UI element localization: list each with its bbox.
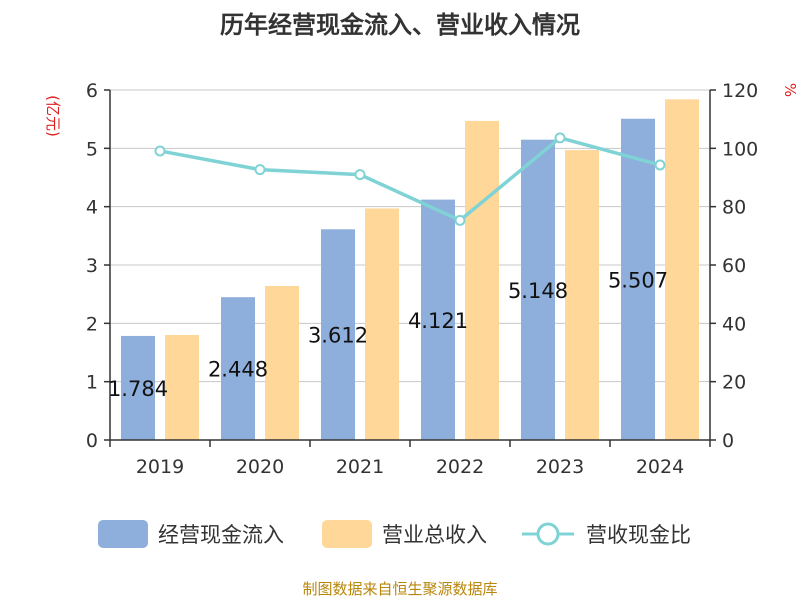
legend-label: 经营现金流入 (158, 523, 284, 547)
right-axis-tick-label: 20 (722, 372, 746, 394)
left-axis-tick-label: 0 (86, 430, 98, 452)
x-axis-tick-label: 2021 (336, 456, 384, 478)
x-axis-tick-label: 2019 (136, 456, 184, 478)
left-axis-unit: (亿元) (44, 95, 62, 137)
legend-swatch (98, 520, 148, 548)
right-axis-tick-label: 80 (722, 197, 746, 219)
gridlines (110, 89, 710, 383)
left-axis-tick-label: 2 (86, 313, 98, 335)
x-axis-tick-label: 2023 (536, 456, 584, 478)
x-axis-tick-label: 2020 (236, 456, 284, 478)
line-series (154, 132, 666, 226)
right-axis-tick-label: 100 (722, 138, 758, 160)
line-point (254, 164, 266, 176)
left-axis-tick-label: 5 (86, 138, 98, 160)
series-line (159, 135, 661, 223)
bar (321, 229, 355, 440)
right-axis-unit: % (781, 83, 799, 97)
legend-label: 营业总收入 (382, 523, 487, 547)
bar (665, 99, 699, 440)
right-axis-tick-label: 120 (722, 80, 758, 102)
bar (265, 286, 299, 440)
legend-label: 营收现金比 (586, 523, 691, 547)
legend-swatch (322, 520, 372, 548)
bar-value-label: 4.121 (408, 309, 468, 333)
bar (221, 297, 255, 440)
line-point (154, 145, 166, 157)
left-axis-tick-label: 3 (86, 255, 98, 277)
bar-value-label: 3.612 (308, 324, 368, 348)
legend-line-marker (536, 522, 560, 546)
x-axis-tick-label: 2024 (636, 456, 684, 478)
bar-series (121, 99, 699, 441)
bar (465, 120, 499, 441)
bar (165, 335, 199, 440)
line-point (554, 132, 566, 144)
left-axis-tick-label: 4 (86, 197, 98, 219)
bar (365, 208, 399, 440)
source-note: 制图数据来自恒生聚源数据库 (302, 580, 497, 598)
bar-value-label: 2.448 (208, 358, 268, 382)
chart-title: 历年经营现金流入、营业收入情况 (220, 11, 580, 39)
bar (621, 118, 655, 440)
bar (121, 335, 155, 440)
right-axis-tick-label: 40 (722, 313, 746, 335)
left-axis-tick-label: 6 (86, 80, 98, 102)
data-labels: 1.784 2.448 3.612 4.121 5.148 5.507 (108, 268, 668, 401)
line-point (654, 159, 666, 171)
left-axis-tick-label: 1 (86, 372, 98, 394)
right-axis-tick-label: 0 (722, 430, 734, 452)
line-point (454, 214, 466, 226)
bar (565, 150, 599, 441)
bar-value-label: 5.148 (508, 279, 568, 303)
right-axis-tick-label: 60 (722, 255, 746, 277)
legend: 经营现金流入 营业总收入 营收现金比 (98, 520, 691, 548)
bar (521, 139, 555, 440)
bar-value-label: 5.507 (608, 268, 668, 292)
x-axis-tick-label: 2022 (436, 456, 484, 478)
line-point (354, 169, 366, 181)
bar (421, 199, 455, 440)
bar-value-label: 1.784 (108, 377, 168, 401)
